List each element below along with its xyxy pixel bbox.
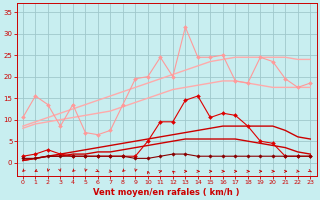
X-axis label: Vent moyen/en rafales ( km/h ): Vent moyen/en rafales ( km/h ) [93,188,240,197]
